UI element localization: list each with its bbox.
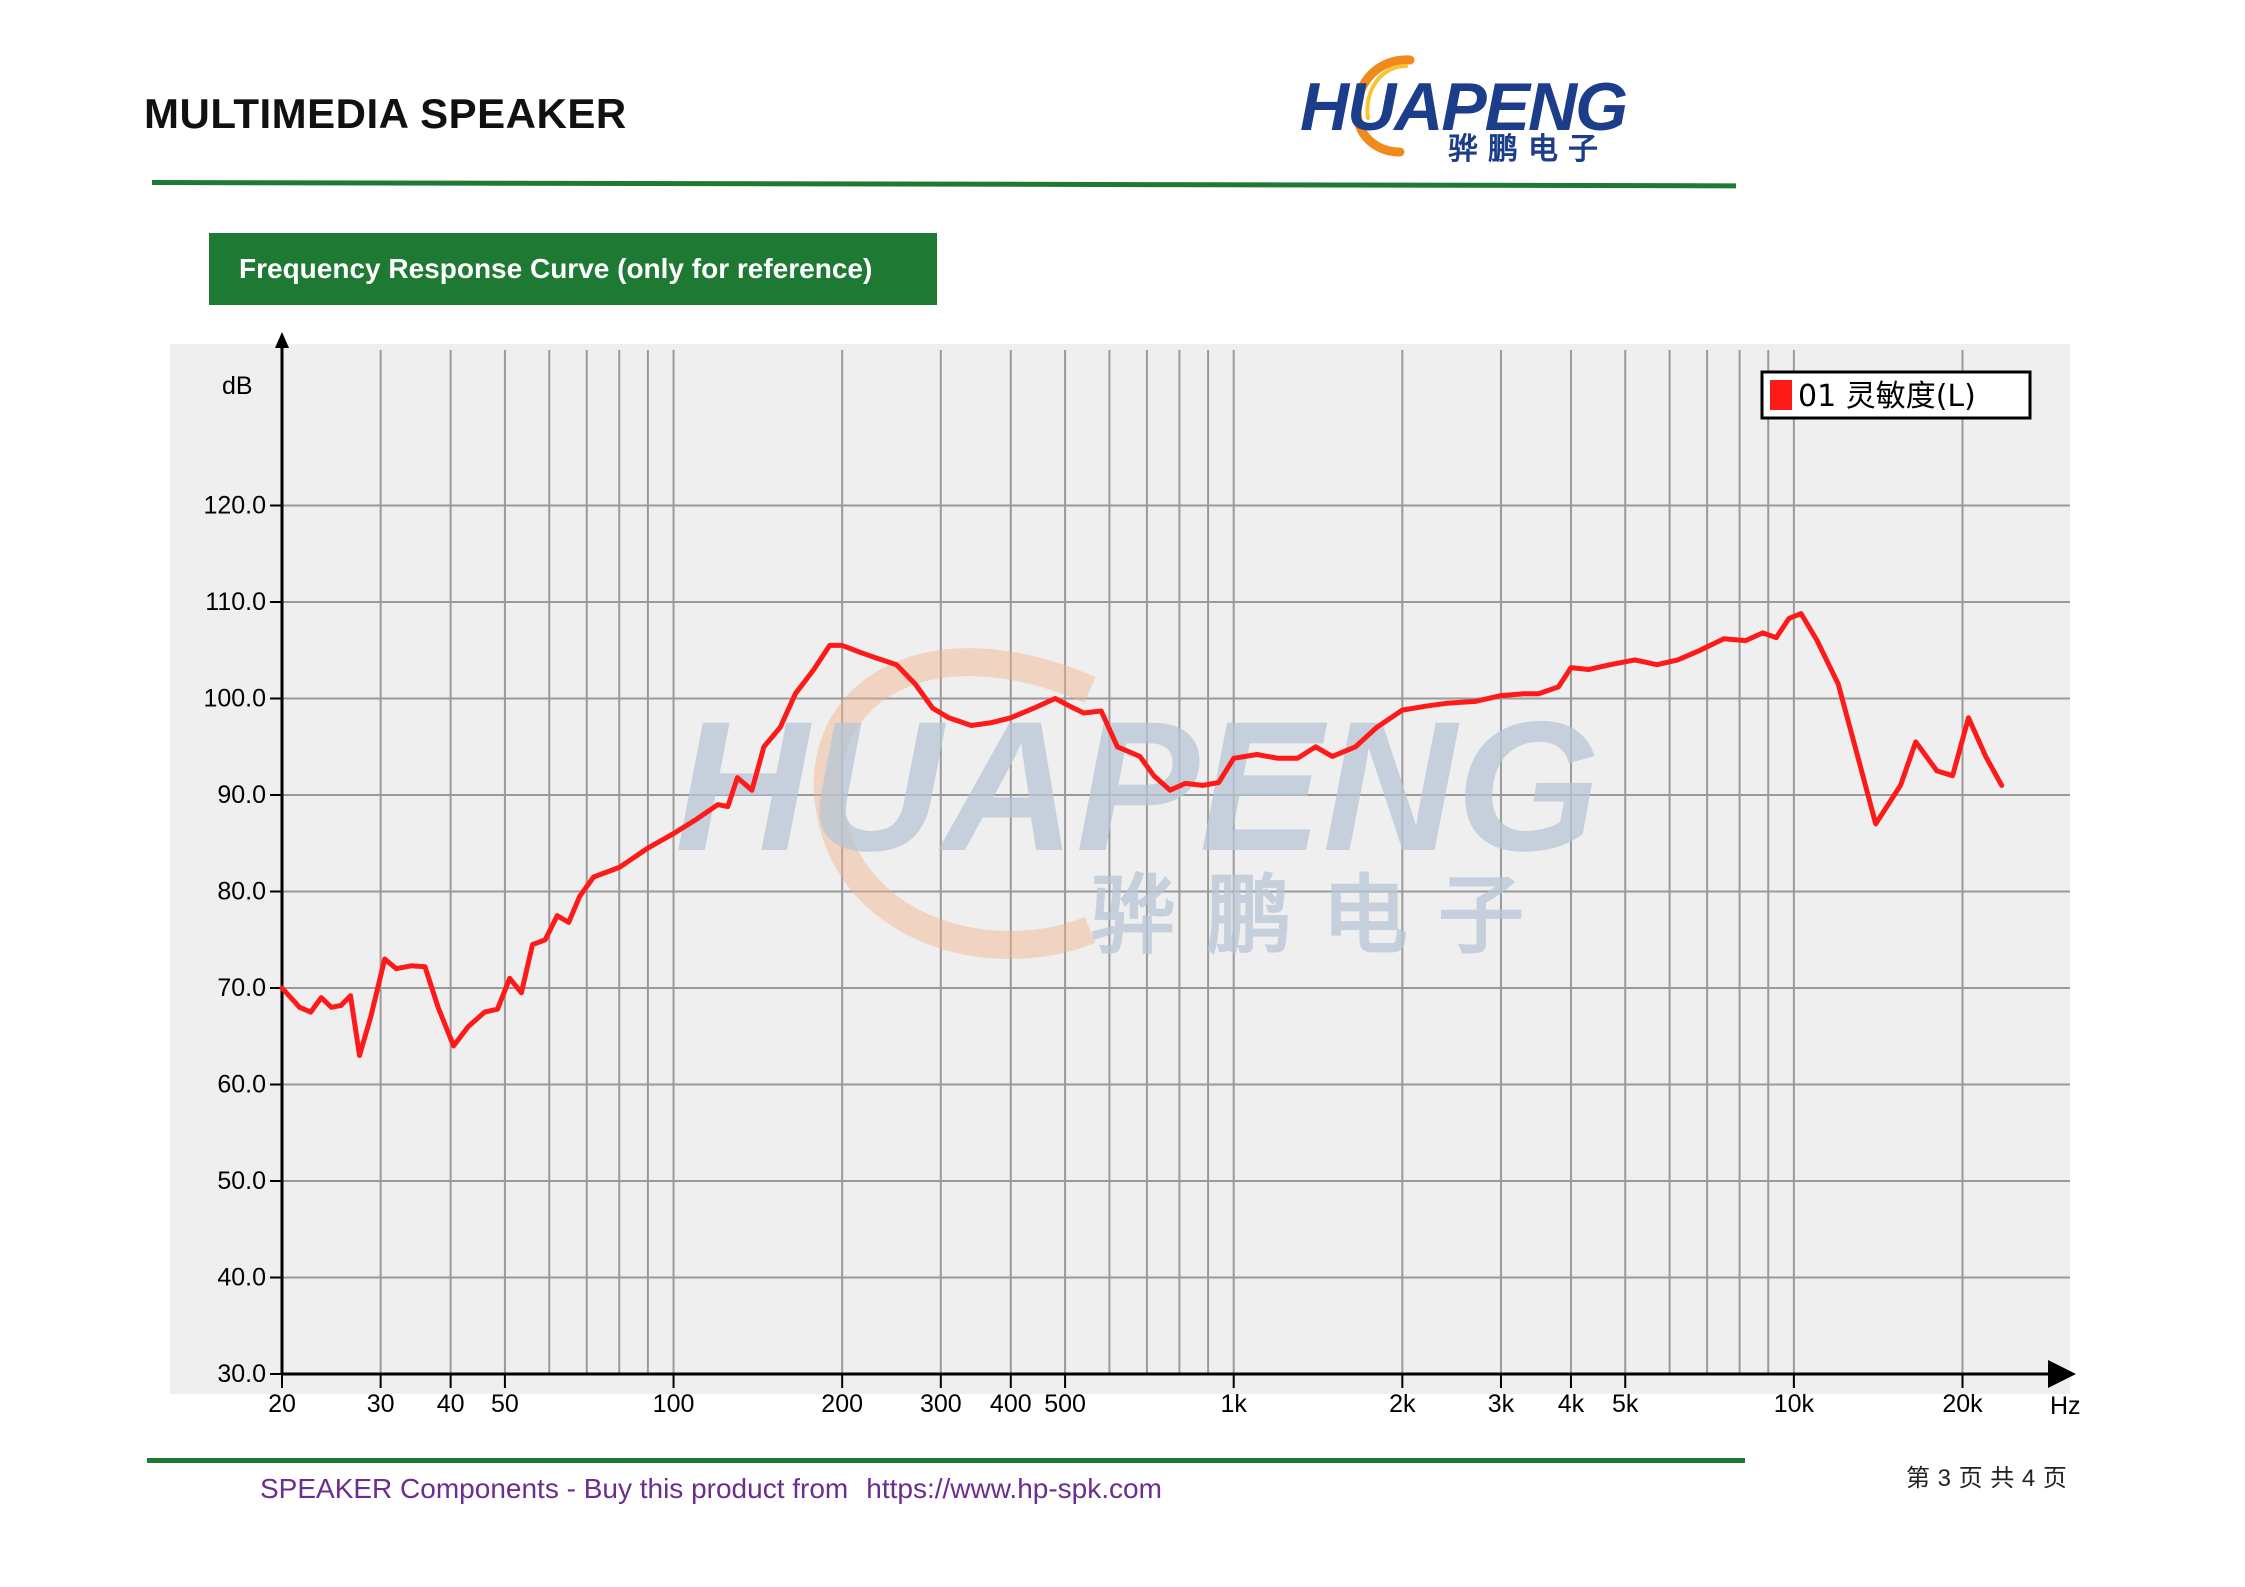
page-post: 页: [2042, 1464, 2067, 1492]
x-tick-label: 500: [1044, 1390, 1086, 1418]
watermark-swoosh-icon: [814, 648, 1096, 959]
logo-wordmark: HUAPENG: [1300, 69, 1628, 145]
section-title: Frequency Response Curve (only for refer…: [209, 233, 937, 305]
legend-box: [1760, 370, 2032, 420]
y-tick-label: 120.0: [203, 492, 266, 520]
legend-swatch: [1770, 380, 1792, 410]
x-tick-label: 400: [990, 1390, 1032, 1418]
y-tick-label: 110.0: [205, 588, 266, 616]
y-tick-label: 90.0: [217, 781, 266, 809]
x-tick-label: 200: [821, 1390, 863, 1418]
grid: [281, 350, 2070, 1374]
y-tick-label: 30.0: [217, 1360, 266, 1388]
x-tick-label: 10k: [1774, 1390, 1815, 1418]
x-axis-label: Hz: [2050, 1392, 2081, 1420]
page-current: 3: [1937, 1465, 1951, 1492]
y-tick-label: 40.0: [217, 1264, 266, 1292]
legend-label: 01 灵敏度(L): [1798, 379, 1976, 414]
page-indicator: 第 3 页 共 4 页: [1906, 1458, 2067, 1493]
y-tick-label: 60.0: [217, 1071, 266, 1099]
footer-divider: [147, 1458, 1745, 1463]
x-tick-label: 50: [491, 1390, 519, 1418]
x-tick-label: 100: [653, 1390, 695, 1418]
logo-swoosh-icon: [1352, 55, 1415, 157]
page-mid: 页 共: [1958, 1464, 2015, 1492]
x-tick-label: 4k: [1558, 1390, 1585, 1418]
x-tick-label: 20k: [1942, 1390, 1983, 1418]
y-tick-label: 100.0: [203, 685, 266, 713]
x-tick-label: 40: [437, 1390, 465, 1418]
y-tick-label: 70.0: [217, 974, 266, 1002]
plot-background: [170, 344, 2070, 1394]
y-tick-label: 80.0: [217, 878, 266, 906]
footer-link[interactable]: https://www.hp-spk.com: [866, 1473, 1162, 1504]
x-tick-label: 30: [367, 1390, 395, 1418]
footer-text: SPEAKER Components - Buy this product fr…: [260, 1473, 1162, 1505]
x-tick-label: 1k: [1221, 1390, 1248, 1418]
x-tick-label: 2k: [1389, 1390, 1416, 1418]
y-tick-label: 50.0: [217, 1167, 266, 1195]
footer-prefix: SPEAKER Components - Buy this product fr…: [260, 1473, 849, 1504]
x-tick-label: 300: [920, 1390, 962, 1418]
page-pre: 第: [1906, 1464, 1930, 1492]
axes: 30.0 40.0 50.0 60.0 70.0 80.0 90.0 100.0 110.0 12…: [203, 332, 2081, 1420]
page-title: MULTIMEDIA SPEAKER: [144, 90, 627, 137]
brand-logo: HUAPENG 骅鹏电子: [1300, 40, 1640, 170]
watermark-text: HUAPENG: [675, 684, 1600, 890]
x-tick-label: 5k: [1612, 1390, 1639, 1418]
header-divider: [151, 180, 1737, 189]
legend: 01 灵敏度(L): [1760, 370, 2032, 420]
y-axis-arrow-icon: [275, 332, 289, 348]
logo-subtext: 骅鹏电子: [1448, 132, 1608, 167]
curve-layer: [279, 611, 2005, 1058]
y-axis-label: dB: [222, 372, 253, 400]
watermark-subtext: 骅 鹏 电 子: [1090, 866, 1524, 966]
x-tick-label: 3k: [1488, 1390, 1515, 1418]
page-total: 4: [2021, 1465, 2036, 1492]
series-line: [279, 611, 2005, 1058]
x-tick-label: 20: [268, 1390, 296, 1418]
x-axis-arrow-icon: [2048, 1360, 2076, 1388]
